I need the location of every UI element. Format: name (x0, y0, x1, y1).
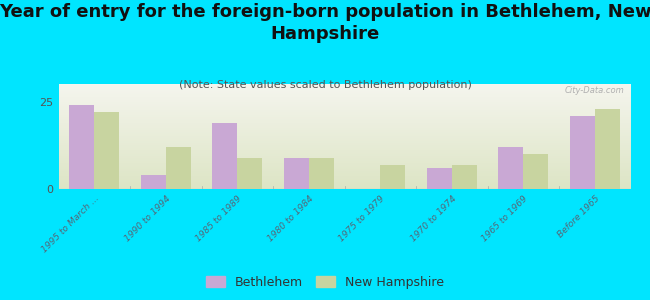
Bar (452, 164, 476, 189)
Bar (569, 116, 595, 189)
Bar (380, 164, 406, 189)
Text: Year of entry for the foreign-born population in Bethlehem, New
Hampshire: Year of entry for the foreign-born popul… (0, 3, 650, 43)
Bar (166, 147, 191, 189)
Bar (212, 122, 237, 189)
Legend: Bethlehem, New Hampshire: Bethlehem, New Hampshire (202, 271, 448, 294)
Text: City-Data.com: City-Data.com (565, 86, 625, 95)
Text: (Note: State values scaled to Bethlehem population): (Note: State values scaled to Bethlehem … (179, 80, 471, 89)
Bar (69, 105, 94, 189)
Bar (94, 112, 120, 189)
Bar (237, 158, 262, 189)
Bar (523, 154, 548, 189)
Bar (309, 158, 334, 189)
Bar (499, 147, 523, 189)
Bar (595, 109, 620, 189)
Bar (427, 168, 452, 189)
Bar (284, 158, 309, 189)
Bar (140, 175, 166, 189)
